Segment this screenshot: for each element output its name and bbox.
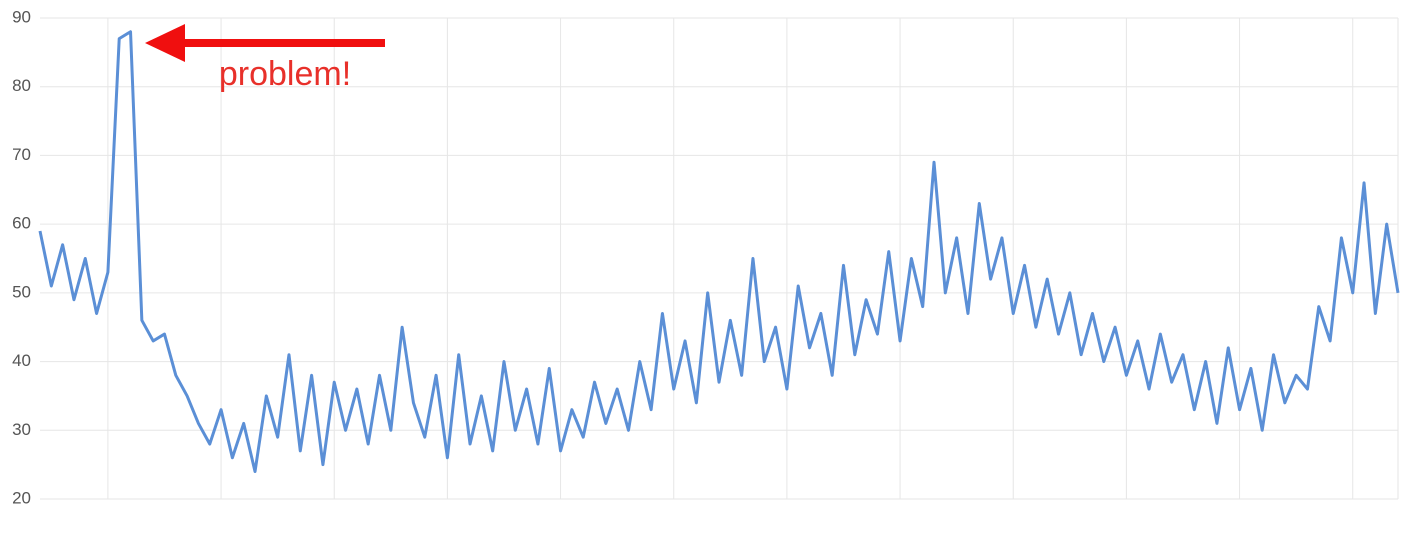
y-tick-label: 80 xyxy=(12,76,31,95)
annotation-arrow-head xyxy=(145,24,185,62)
marks xyxy=(38,30,1400,474)
annotation: problem! xyxy=(219,55,351,93)
grid xyxy=(40,17,1399,500)
y-tick-label: 90 xyxy=(12,7,31,26)
y-tick-label: 30 xyxy=(12,420,31,439)
y-tick-label: 50 xyxy=(12,282,31,301)
y-tick-label: 60 xyxy=(12,214,31,233)
y-tick-label: 70 xyxy=(12,145,31,164)
y-tick-label: 40 xyxy=(12,351,31,370)
y-tick-label: 20 xyxy=(12,488,31,507)
data-line xyxy=(38,30,1400,474)
